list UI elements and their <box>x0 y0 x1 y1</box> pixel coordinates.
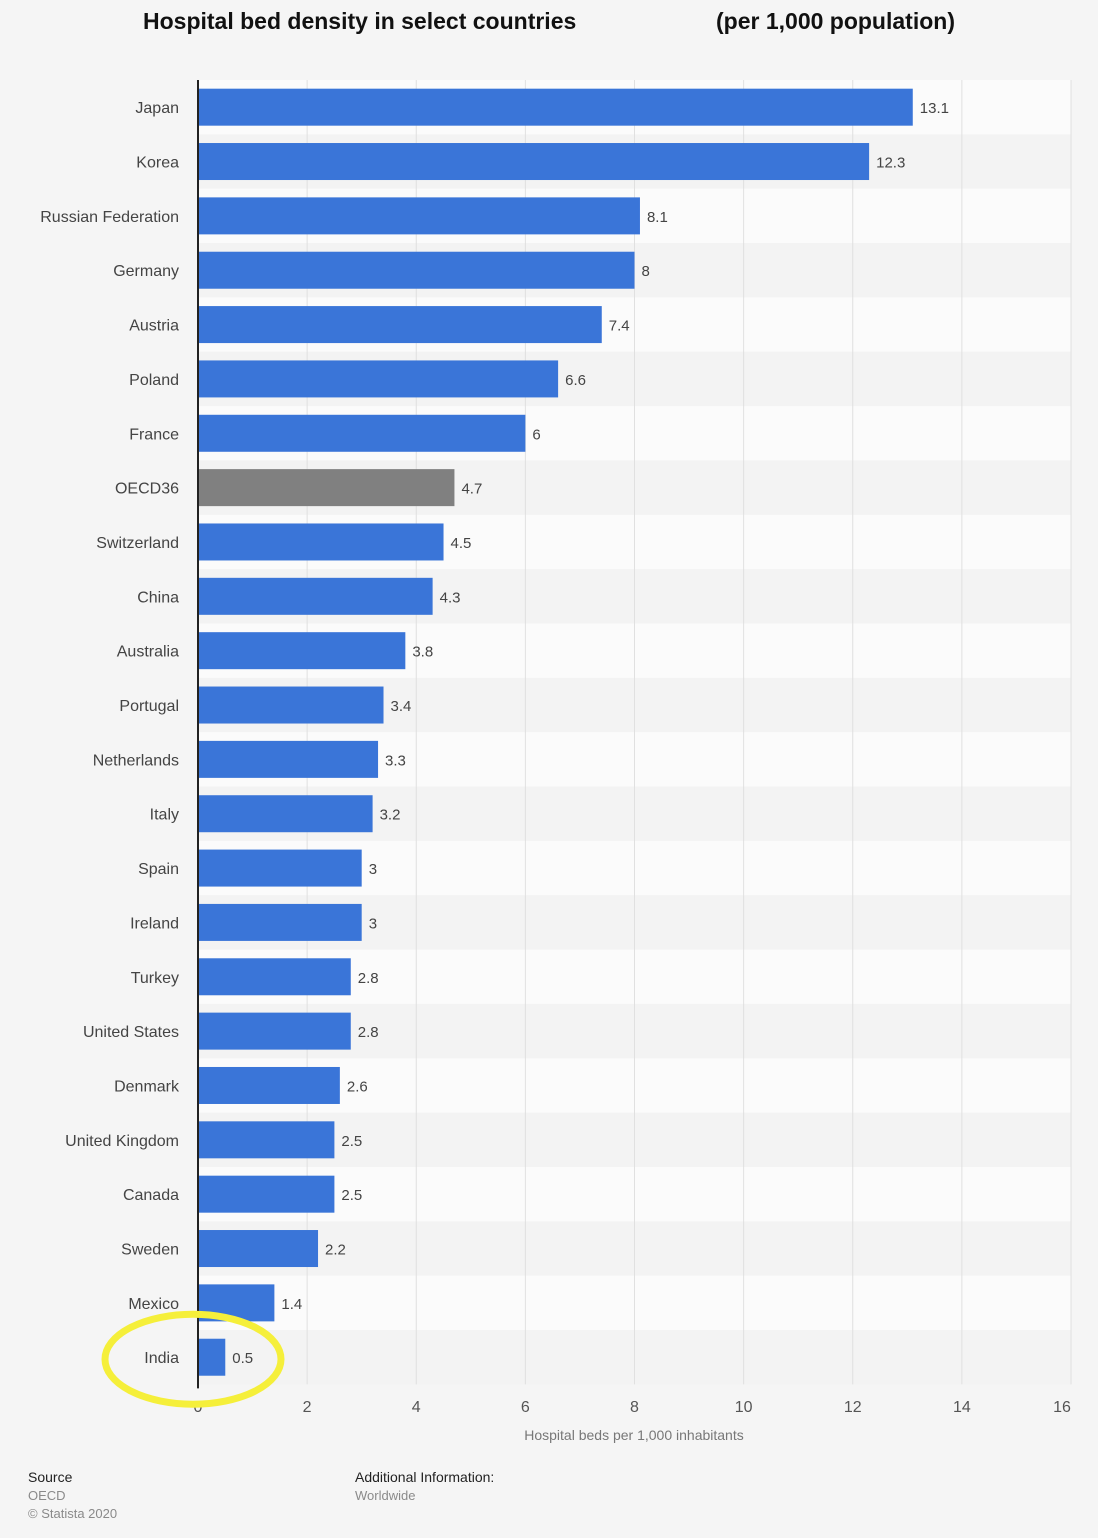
category-label-spain: Spain <box>138 861 179 878</box>
value-label-france: 6 <box>532 426 540 443</box>
value-label-spain: 3 <box>369 861 377 878</box>
value-label-denmark: 2.6 <box>347 1078 368 1095</box>
value-label-switzerland: 4.5 <box>451 535 472 552</box>
category-label-mexico: Mexico <box>128 1296 179 1313</box>
bar-united-states[interactable] <box>198 1012 351 1050</box>
category-label-netherlands: Netherlands <box>93 752 179 769</box>
bar-switzerland[interactable] <box>198 523 444 561</box>
value-label-ireland: 3 <box>369 915 377 932</box>
value-label-australia: 3.8 <box>412 644 433 661</box>
bar-turkey[interactable] <box>198 958 351 996</box>
bar-oecd36[interactable] <box>198 469 455 507</box>
value-label-russian-federation: 8.1 <box>647 209 668 226</box>
x-tick-label: 10 <box>735 1399 753 1416</box>
bar-china[interactable] <box>198 577 433 615</box>
value-label-mexico: 1.4 <box>281 1296 302 1313</box>
value-label-turkey: 2.8 <box>358 970 379 987</box>
bar-italy[interactable] <box>198 795 373 833</box>
category-label-oecd36: OECD36 <box>115 481 179 498</box>
category-label-austria: Austria <box>129 318 179 335</box>
category-label-korea: Korea <box>136 155 179 172</box>
bar-france[interactable] <box>198 414 526 452</box>
additional-info-block: Additional Information: Worldwide <box>355 1469 494 1503</box>
value-label-united-states: 2.8 <box>358 1024 379 1041</box>
value-label-germany: 8 <box>642 263 650 280</box>
category-label-france: France <box>129 426 179 443</box>
category-label-sweden: Sweden <box>121 1242 179 1259</box>
category-label-canada: Canada <box>123 1187 179 1204</box>
value-label-sweden: 2.2 <box>325 1242 346 1259</box>
bar-austria[interactable] <box>198 306 602 344</box>
category-label-india: India <box>144 1350 179 1367</box>
x-tick-label: 6 <box>521 1399 530 1416</box>
value-label-netherlands: 3.3 <box>385 752 406 769</box>
additional-info-value: Worldwide <box>355 1488 416 1503</box>
value-label-portugal: 3.4 <box>391 698 412 715</box>
value-label-india: 0.5 <box>232 1350 253 1367</box>
bar-portugal[interactable] <box>198 686 384 724</box>
value-label-oecd36: 4.7 <box>461 481 482 498</box>
bar-germany[interactable] <box>198 251 635 289</box>
value-label-china: 4.3 <box>440 589 461 606</box>
category-label-australia: Australia <box>117 644 179 661</box>
x-axis-title: Hospital beds per 1,000 inhabitants <box>524 1427 743 1443</box>
category-label-turkey: Turkey <box>131 970 179 987</box>
category-label-portugal: Portugal <box>119 698 179 715</box>
value-label-korea: 12.3 <box>876 155 905 172</box>
category-label-italy: Italy <box>150 807 179 824</box>
x-tick-label: 12 <box>844 1399 862 1416</box>
category-label-russian-federation: Russian Federation <box>40 209 179 226</box>
category-label-united-states: United States <box>83 1024 179 1041</box>
value-label-austria: 7.4 <box>609 318 630 335</box>
source-block: Source OECD © Statista 2020 <box>28 1469 117 1521</box>
copyright-text: © Statista 2020 <box>28 1506 118 1521</box>
category-label-japan: Japan <box>135 100 179 117</box>
additional-info-label: Additional Information: <box>355 1469 495 1485</box>
value-label-japan: 13.1 <box>920 100 949 117</box>
category-label-switzerland: Switzerland <box>96 535 179 552</box>
x-tick-label: 14 <box>953 1399 971 1416</box>
bar-sweden[interactable] <box>198 1230 319 1268</box>
chart-unit-note: (per 1,000 population) <box>716 8 955 34</box>
value-label-italy: 3.2 <box>380 807 401 824</box>
bar-canada[interactable] <box>198 1175 335 1213</box>
highlight-circle <box>101 1310 285 1408</box>
category-label-denmark: Denmark <box>114 1078 180 1095</box>
x-tick-label: 16 <box>1053 1399 1071 1416</box>
bar-poland[interactable] <box>198 360 559 398</box>
bar-japan[interactable] <box>198 88 913 126</box>
x-tick-label: 4 <box>412 1399 421 1416</box>
value-label-united-kingdom: 2.5 <box>341 1133 362 1150</box>
chart-title: Hospital bed density in select countries <box>143 8 577 34</box>
category-label-ireland: Ireland <box>130 915 179 932</box>
value-label-poland: 6.6 <box>565 372 586 389</box>
source-value[interactable]: OECD <box>28 1488 66 1503</box>
category-label-germany: Germany <box>113 263 179 280</box>
category-label-united-kingdom: United Kingdom <box>65 1133 179 1150</box>
bar-spain[interactable] <box>198 849 362 887</box>
bar-ireland[interactable] <box>198 903 362 941</box>
value-label-canada: 2.5 <box>341 1187 362 1204</box>
bar-australia[interactable] <box>198 632 406 670</box>
bar-india[interactable] <box>198 1338 226 1376</box>
bar-netherlands[interactable] <box>198 740 379 778</box>
x-tick-label: 8 <box>630 1399 639 1416</box>
bar-korea[interactable] <box>198 143 870 181</box>
bar-chart: Japan 13.1 Korea 12.3 Russian Federation 8.1 G… <box>40 80 1072 1443</box>
source-label: Source <box>28 1469 73 1485</box>
bar-denmark[interactable] <box>198 1066 340 1104</box>
category-label-poland: Poland <box>129 372 179 389</box>
x-tick-label: 2 <box>303 1399 312 1416</box>
category-label-china: China <box>137 589 179 606</box>
bar-united-kingdom[interactable] <box>198 1121 335 1159</box>
bar-russian-federation[interactable] <box>198 197 640 235</box>
